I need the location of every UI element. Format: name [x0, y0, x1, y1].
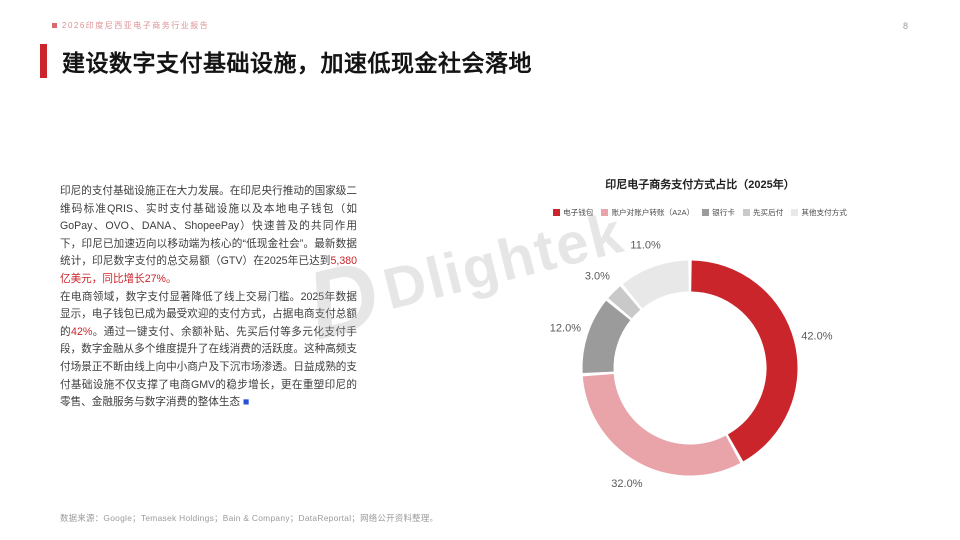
- body-text-segment: 。通过一键支付、余额补贴、先买后付等多元化支付手段，数字金融从多个维度提升了在线…: [60, 325, 358, 409]
- donut-segment-1: [582, 373, 741, 476]
- title-accent-bar: [40, 44, 47, 78]
- chart-legend: 电子钱包 账户对账户转账（A2A） 银行卡 先买后付 其他支付方式: [505, 207, 895, 218]
- donut-segment-3: [608, 286, 641, 319]
- body-text-segment: 5,380亿美元，同比增长27%。: [60, 255, 357, 285]
- page-number: 8: [902, 20, 908, 31]
- legend-label: 电子钱包: [563, 208, 594, 217]
- report-tag: 2026印度尼西亚电子商务行业报告: [52, 20, 209, 31]
- legend-swatch-icon: [742, 209, 750, 216]
- donut-segment-2: [582, 300, 631, 374]
- donut-chart: 42.0% 32.0% 12.0% 3.0% 11.0%: [550, 240, 833, 490]
- legend-label: 银行卡: [712, 208, 735, 217]
- body-p2: 在电商领域，数字支付显著降低了线上交易门槛。2025年数据显示，电子钱包已成为最…: [60, 289, 357, 412]
- body-text-segment: 在电商领域，数字支付显著降低了线上交易门槛。2025年数据显示，电子钱包已成为最…: [60, 290, 357, 338]
- legend-label: 其他支付方式: [801, 208, 847, 217]
- legend-swatch-icon: [702, 209, 710, 216]
- donut-segment-4: [622, 260, 690, 309]
- text-end-marker: ■: [243, 396, 250, 409]
- legend-item-3: 先买后付: [742, 207, 784, 218]
- donut-value-label: 12.0%: [550, 323, 581, 335]
- legend-swatch-icon: [553, 209, 561, 216]
- tag-square-icon: [52, 23, 57, 28]
- body-p1: 印尼的支付基础设施正在大力发展。在印尼央行推动的国家级二维码标准QRIS、实时支…: [60, 183, 357, 289]
- chart-title: 印尼电子商务支付方式占比（2025年）: [605, 179, 795, 191]
- body-text-segment: 印尼的支付基础设施正在大力发展。在印尼央行推动的国家级二维码标准QRIS、实时支…: [60, 185, 357, 268]
- donut-value-label: 11.0%: [630, 240, 661, 252]
- donut-value-label: 3.0%: [585, 270, 610, 282]
- legend-item-1: 账户对账户转账（A2A）: [601, 207, 694, 218]
- body-text: 印尼的支付基础设施正在大力发展。在印尼央行推动的国家级二维码标准QRIS、实时支…: [60, 183, 357, 412]
- legend-label: 账户对账户转账（A2A）: [611, 208, 695, 217]
- legend-swatch-icon: [791, 209, 799, 216]
- report-tag-label: 2026印度尼西亚电子商务行业报告: [62, 21, 210, 30]
- legend-swatch-icon: [601, 209, 609, 216]
- data-source-note: 数据来源：Google；Temasek Holdings；Bain & Comp…: [60, 513, 439, 523]
- legend-item-2: 银行卡: [702, 207, 735, 218]
- body-text-segment: 42%: [71, 325, 93, 338]
- page-title: 建设数字支付基础设施，加速低现金社会落地: [62, 50, 532, 76]
- slide-header: 2026印度尼西亚电子商务行业报告 8: [52, 20, 908, 31]
- title-row: 建设数字支付基础设施，加速低现金社会落地: [40, 44, 532, 78]
- donut-value-label: 42.0%: [801, 330, 832, 342]
- donut-value-label: 32.0%: [611, 478, 642, 490]
- legend-item-0: 电子钱包: [553, 207, 593, 218]
- legend-item-4: 其他支付方式: [791, 207, 847, 218]
- legend-label: 先买后付: [752, 208, 784, 217]
- donut-segment-0: [690, 260, 798, 462]
